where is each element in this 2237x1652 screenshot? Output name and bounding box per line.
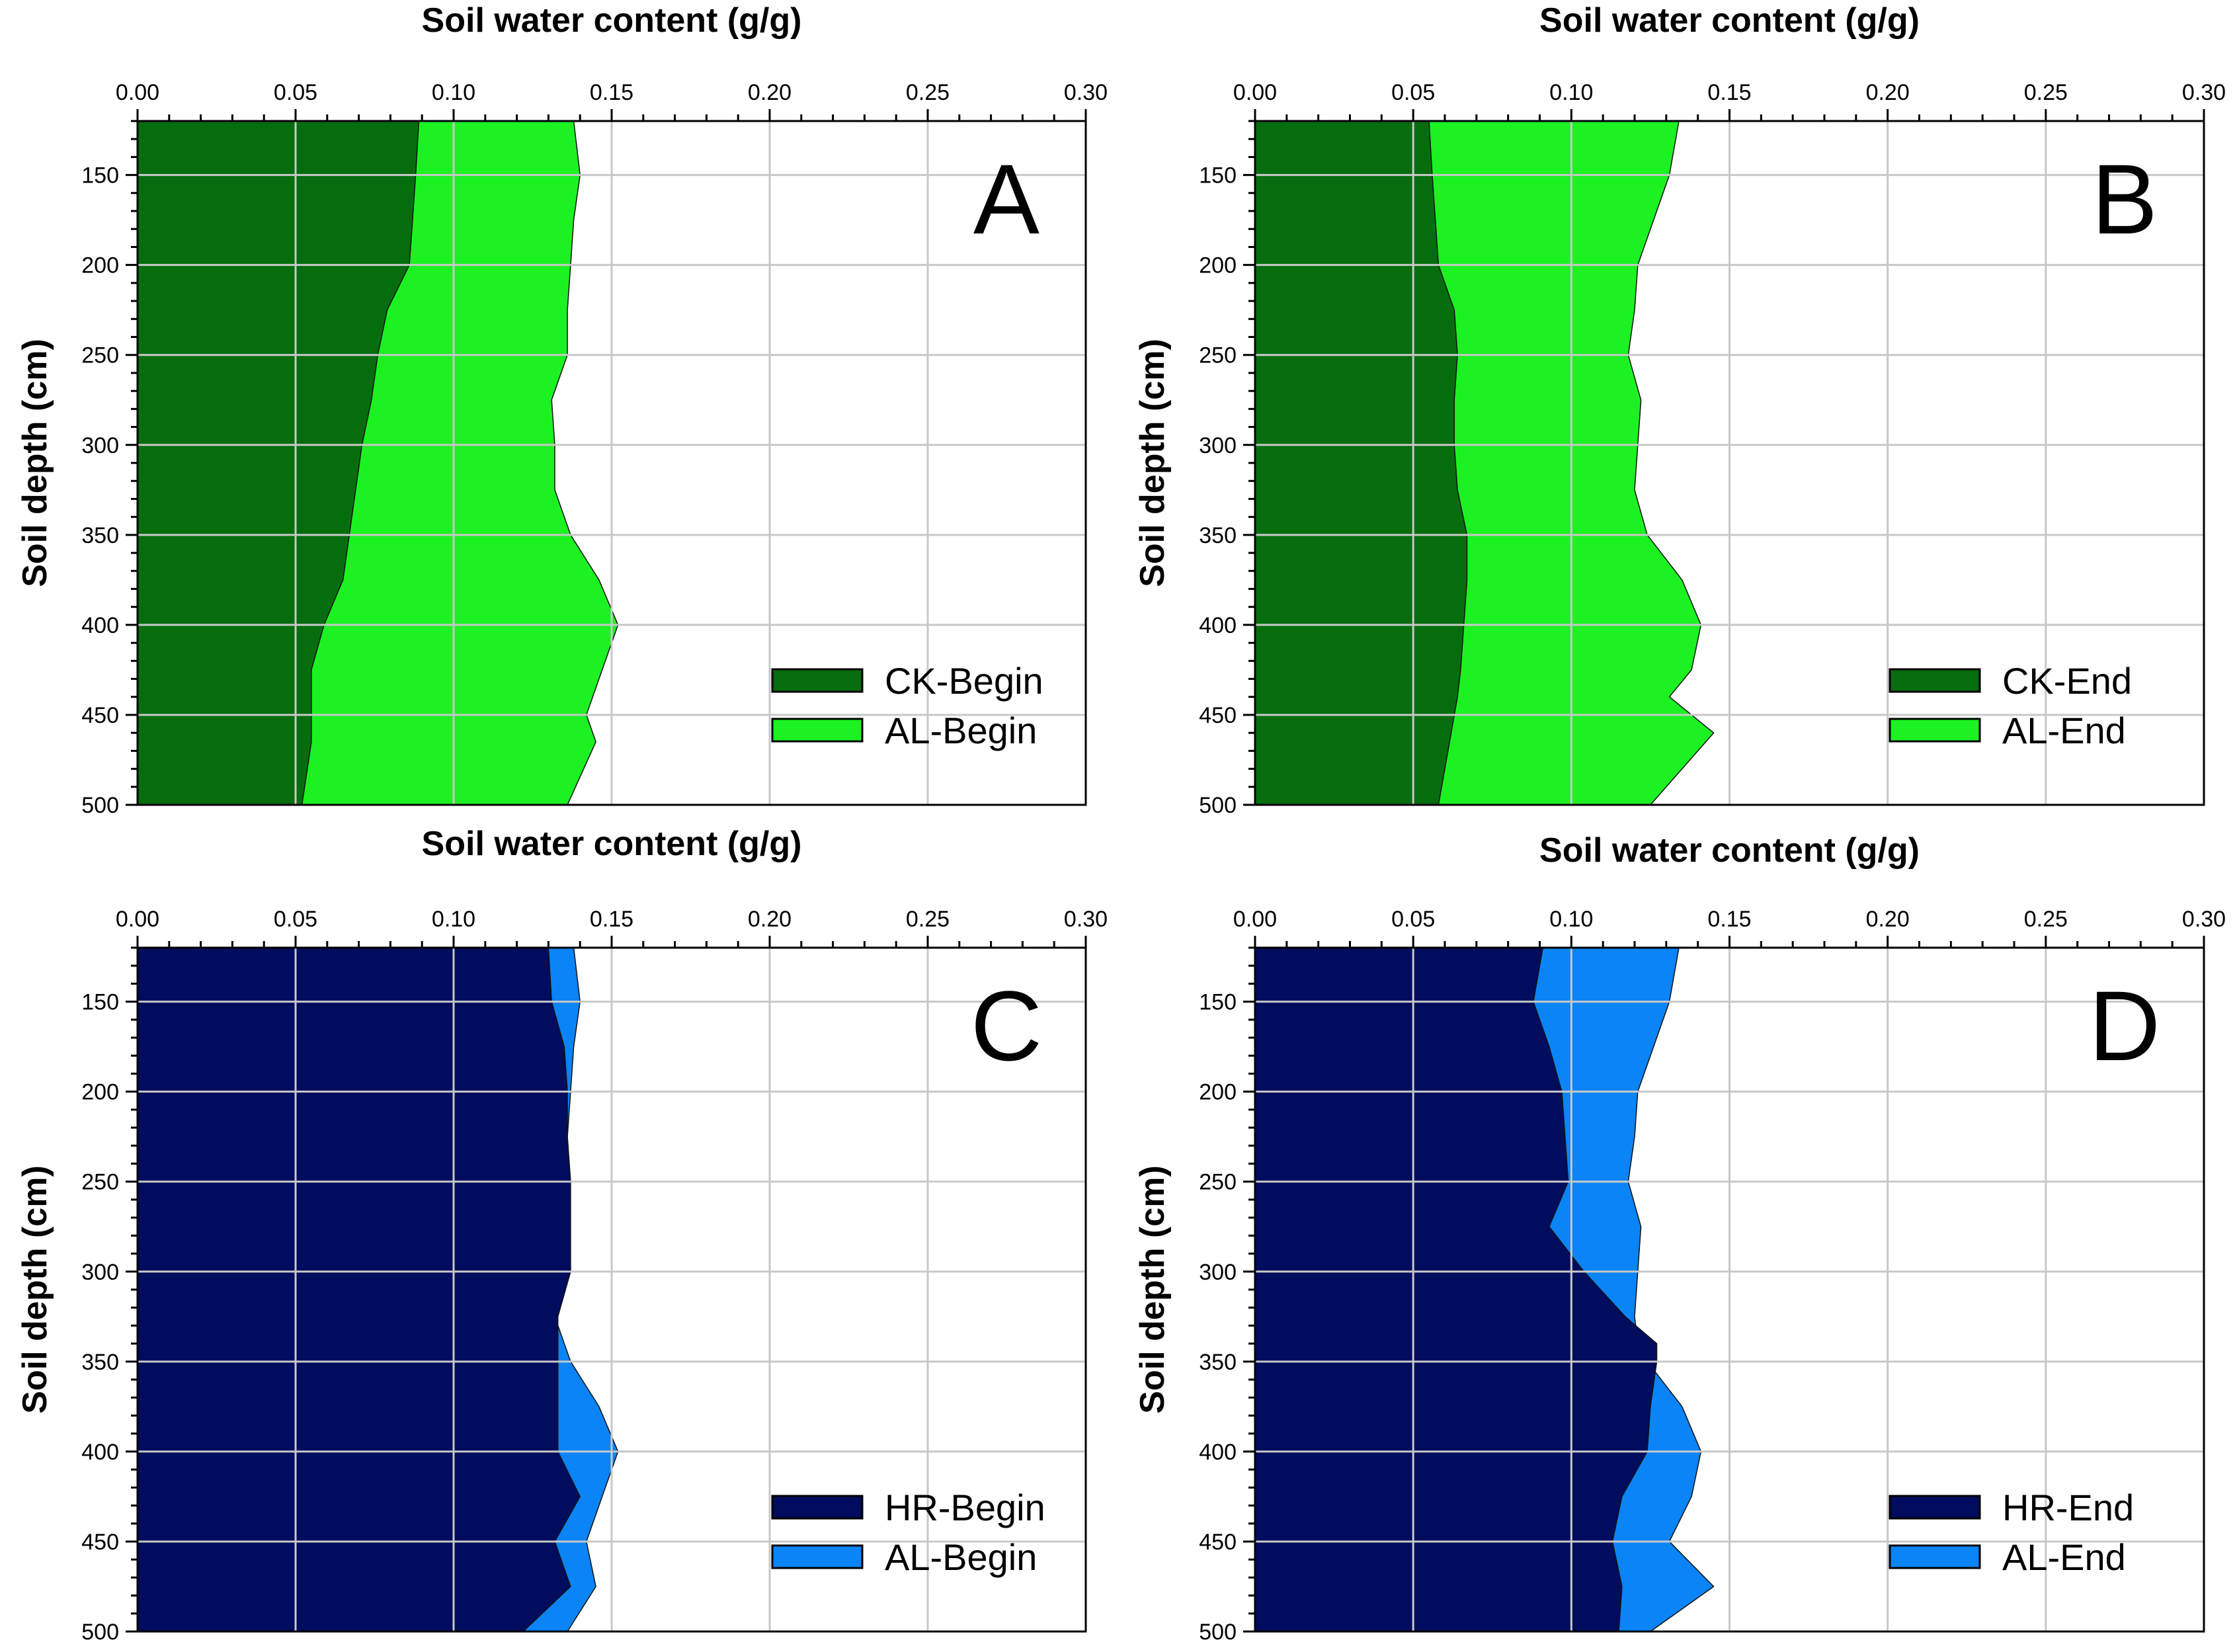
panel-letter: B — [2092, 144, 2158, 255]
y-tick-label: 500 — [1199, 1620, 1237, 1645]
y-tick-label: 300 — [81, 1260, 119, 1285]
y-tick-label: 250 — [1199, 343, 1237, 368]
x-tick-label: 0.00 — [1233, 907, 1277, 932]
y-tick-label: 300 — [1199, 433, 1237, 458]
y-tick-label: 400 — [1199, 613, 1237, 638]
y-tick-label: 150 — [81, 163, 119, 188]
x-tick-label: 0.20 — [748, 907, 792, 932]
x-tick-label: 0.00 — [1233, 80, 1277, 105]
x-tick-label: 0.05 — [1391, 80, 1435, 105]
x-axis-title: Soil water content (g/g) — [1539, 1, 1920, 40]
legend-label: AL-End — [2002, 1536, 2126, 1578]
panel-C: 0.00 0.05 0.10 0.15 0.20 0.25 0.30 150 200 250 300… — [16, 825, 1108, 1645]
y-axis-title: Soil depth (cm) — [1133, 1165, 1172, 1414]
y-tick-label: 500 — [81, 793, 119, 818]
panel-letter: D — [2089, 970, 2160, 1081]
legend-label: AL-Begin — [885, 710, 1037, 751]
y-tick-label: 450 — [1199, 703, 1237, 728]
x-tick-label: 0.05 — [274, 80, 317, 105]
legend-label: AL-End — [2002, 710, 2126, 751]
x-tick-label: 0.10 — [432, 907, 475, 932]
legend-label: HR-End — [2002, 1487, 2134, 1528]
y-tick-label: 200 — [81, 253, 119, 278]
x-tick-label: 0.30 — [2182, 907, 2226, 932]
y-tick-label: 500 — [1199, 793, 1237, 818]
area-hr-begin — [137, 947, 581, 1632]
y-tick-label: 250 — [81, 1170, 119, 1195]
y-tick-label: 300 — [81, 433, 119, 458]
y-tick-label: 150 — [1199, 163, 1237, 188]
y-axis-title: Soil depth (cm) — [16, 339, 54, 587]
x-axis-title: Soil water content (g/g) — [1539, 831, 1920, 870]
legend-label: CK-End — [2002, 660, 2132, 702]
y-tick-label: 350 — [1199, 1350, 1237, 1375]
panel-B: 0.00 0.05 0.10 0.15 0.20 0.25 0.30 150 200 250 300… — [1133, 1, 2226, 818]
y-tick-label: 400 — [81, 613, 119, 638]
x-tick-label: 0.20 — [1866, 907, 1910, 932]
y-tick-label: 300 — [1199, 1260, 1237, 1285]
area-ck-end — [1254, 120, 1468, 805]
x-tick-label: 0.30 — [1064, 80, 1108, 105]
y-tick-label: 150 — [81, 990, 119, 1015]
legend-swatch — [1889, 1544, 1981, 1569]
legend-label: HR-Begin — [885, 1487, 1045, 1528]
legend-label: CK-Begin — [885, 660, 1043, 702]
y-tick-label: 450 — [1199, 1530, 1237, 1555]
panel-D: 0.00 0.05 0.10 0.15 0.20 0.25 0.30 150 200 250 300… — [1133, 831, 2226, 1645]
legend-swatch — [771, 668, 864, 693]
legend-swatch — [771, 1495, 864, 1520]
legend-swatch — [771, 718, 864, 743]
y-axis-title: Soil depth (cm) — [1133, 339, 1172, 587]
legend-label: AL-Begin — [885, 1536, 1037, 1578]
x-tick-label: 0.15 — [590, 907, 633, 932]
x-tick-label: 0.15 — [1707, 80, 1751, 105]
x-tick-label: 0.05 — [1391, 907, 1435, 932]
x-tick-label: 0.15 — [590, 80, 633, 105]
x-tick-label: 0.25 — [906, 80, 950, 105]
y-tick-label: 350 — [1199, 523, 1237, 548]
y-tick-label: 400 — [81, 1440, 119, 1465]
x-tick-label: 0.10 — [1549, 80, 1593, 105]
legend-swatch — [1889, 718, 1981, 743]
panel-letter: A — [973, 144, 1039, 255]
y-tick-label: 450 — [81, 1530, 119, 1555]
y-tick-label: 250 — [81, 343, 119, 368]
y-tick-label: 150 — [1199, 990, 1237, 1015]
area-hr-end — [1254, 947, 1658, 1632]
y-tick-label: 250 — [1199, 1170, 1237, 1195]
x-tick-label: 0.00 — [116, 80, 159, 105]
x-tick-label: 0.05 — [274, 907, 317, 932]
y-tick-label: 500 — [81, 1620, 119, 1645]
x-tick-label: 0.00 — [116, 907, 159, 932]
x-tick-label: 0.30 — [1064, 907, 1108, 932]
x-tick-label: 0.25 — [2024, 80, 2068, 105]
x-axis-title: Soil water content (g/g) — [422, 1, 802, 40]
y-axis-title: Soil depth (cm) — [16, 1165, 54, 1414]
y-tick-label: 400 — [1199, 1440, 1237, 1465]
legend-swatch — [1889, 668, 1981, 693]
x-tick-label: 0.25 — [2024, 907, 2068, 932]
x-tick-label: 0.20 — [748, 80, 792, 105]
y-tick-label: 200 — [1199, 253, 1237, 278]
y-tick-label: 200 — [81, 1080, 119, 1105]
panel-letter: C — [971, 970, 1042, 1081]
x-tick-label: 0.25 — [906, 907, 950, 932]
x-tick-label: 0.10 — [432, 80, 475, 105]
y-tick-label: 200 — [1199, 1080, 1237, 1105]
y-tick-label: 350 — [81, 1350, 119, 1375]
x-tick-label: 0.20 — [1866, 80, 1910, 105]
legend-swatch — [1889, 1495, 1981, 1520]
x-tick-label: 0.30 — [2182, 80, 2226, 105]
panel-A: 0.00 0.05 0.10 0.15 0.20 0.25 0.30 150 200 250 300… — [16, 1, 1108, 818]
area-ck-begin — [137, 120, 420, 805]
y-tick-label: 450 — [81, 703, 119, 728]
x-tick-label: 0.15 — [1707, 907, 1751, 932]
legend-swatch — [771, 1544, 864, 1569]
x-tick-label: 0.10 — [1549, 907, 1593, 932]
y-tick-label: 350 — [81, 523, 119, 548]
x-axis-title: Soil water content (g/g) — [422, 825, 802, 863]
